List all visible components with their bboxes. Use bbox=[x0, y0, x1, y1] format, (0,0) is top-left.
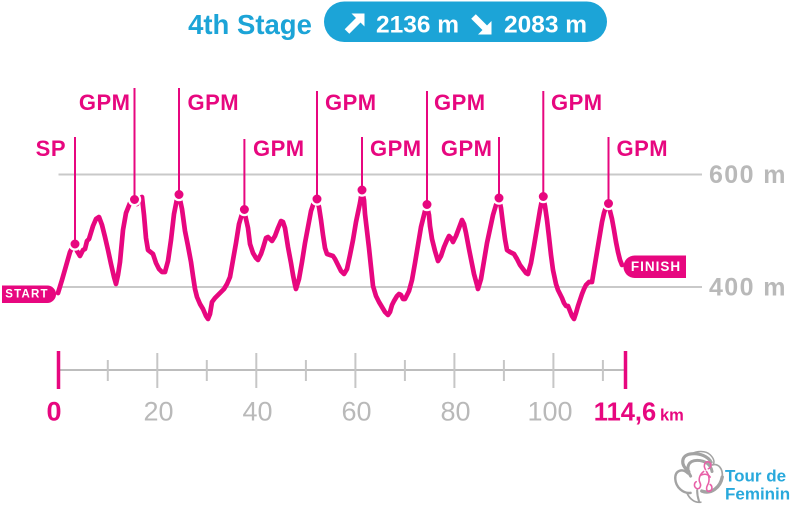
svg-text:4th Stage: 4th Stage bbox=[188, 9, 312, 40]
svg-text:GPM: GPM bbox=[79, 90, 131, 115]
svg-text:GPM: GPM bbox=[253, 136, 305, 161]
svg-text:80: 80 bbox=[440, 397, 470, 427]
svg-text:600 m: 600 m bbox=[709, 161, 787, 189]
svg-text:60: 60 bbox=[341, 397, 371, 427]
svg-text:GPM: GPM bbox=[441, 136, 493, 161]
svg-text:GPM: GPM bbox=[617, 136, 669, 161]
svg-text:2136 m: 2136 m bbox=[376, 12, 459, 39]
svg-text:40: 40 bbox=[242, 397, 272, 427]
svg-text:START: START bbox=[5, 289, 48, 301]
svg-text:Tour de: Tour de bbox=[725, 467, 786, 486]
svg-text:GPM: GPM bbox=[551, 90, 603, 115]
svg-text:GPM: GPM bbox=[434, 90, 486, 115]
svg-text:Feminin: Feminin bbox=[725, 485, 790, 504]
svg-text:20: 20 bbox=[143, 397, 173, 427]
svg-text:SP: SP bbox=[36, 136, 66, 161]
svg-text:GPM: GPM bbox=[325, 90, 377, 115]
svg-text:0: 0 bbox=[46, 397, 61, 427]
svg-text:2083 m: 2083 m bbox=[504, 12, 587, 39]
svg-text:400 m: 400 m bbox=[709, 274, 787, 302]
svg-text:GPM: GPM bbox=[188, 90, 240, 115]
svg-text:GPM: GPM bbox=[370, 136, 422, 161]
svg-text:100: 100 bbox=[527, 397, 572, 427]
svg-text:FINISH: FINISH bbox=[631, 259, 681, 274]
svg-text:km: km bbox=[660, 407, 684, 425]
svg-text:114,6: 114,6 bbox=[594, 399, 656, 427]
